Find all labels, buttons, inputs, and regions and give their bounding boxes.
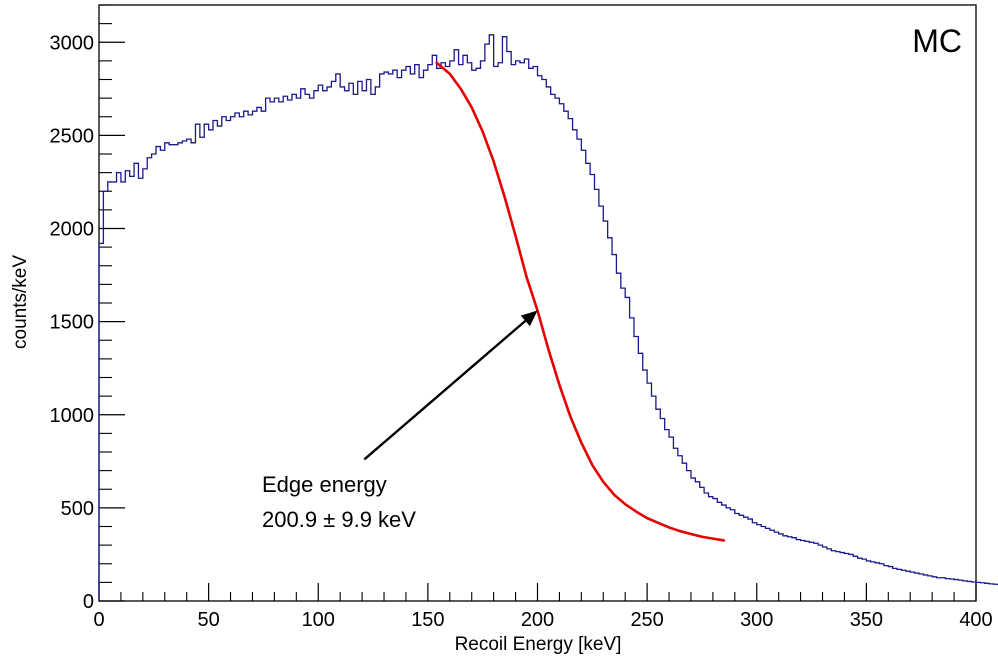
annotation-arrowhead bbox=[520, 310, 538, 327]
annotation-layer bbox=[363, 310, 538, 461]
ticks: 0 50 100 150 200 250 300 350 400 0 500 1000 1500 2000… bbox=[50, 4, 993, 631]
annotation-arrow bbox=[363, 319, 527, 461]
x-tick-label: 0 bbox=[93, 609, 104, 631]
y-tick-label: 1500 bbox=[50, 312, 95, 334]
x-tick-label: 400 bbox=[959, 609, 992, 631]
y-tick-label: 1000 bbox=[50, 405, 95, 427]
fit-curve bbox=[435, 61, 726, 542]
fit-layer bbox=[435, 61, 726, 542]
x-tick-label: 200 bbox=[521, 609, 554, 631]
histogram-line bbox=[98, 34, 998, 601]
y-tick-label: 3000 bbox=[50, 32, 95, 54]
y-tick-label: 0 bbox=[83, 591, 94, 613]
y-axis-title: counts/keV bbox=[10, 255, 31, 349]
y-tick-label: 500 bbox=[61, 498, 94, 520]
x-tick-label: 300 bbox=[740, 609, 773, 631]
y-tick-label: 2000 bbox=[50, 219, 95, 241]
x-axis-title: Recoil Energy [keV] bbox=[455, 634, 622, 655]
y-tick-label: 2500 bbox=[50, 125, 95, 147]
mc-label: MC bbox=[912, 23, 962, 59]
x-tick-label: 350 bbox=[850, 609, 883, 631]
x-tick-label: 150 bbox=[411, 609, 444, 631]
x-tick-label: 100 bbox=[302, 609, 335, 631]
annotation-title: Edge energy bbox=[262, 472, 387, 497]
annotation-value: 200.9 ± 9.9 keV bbox=[262, 507, 416, 532]
x-tick-label: 50 bbox=[198, 609, 220, 631]
histogram-layer bbox=[98, 34, 998, 601]
x-tick-label: 250 bbox=[630, 609, 663, 631]
